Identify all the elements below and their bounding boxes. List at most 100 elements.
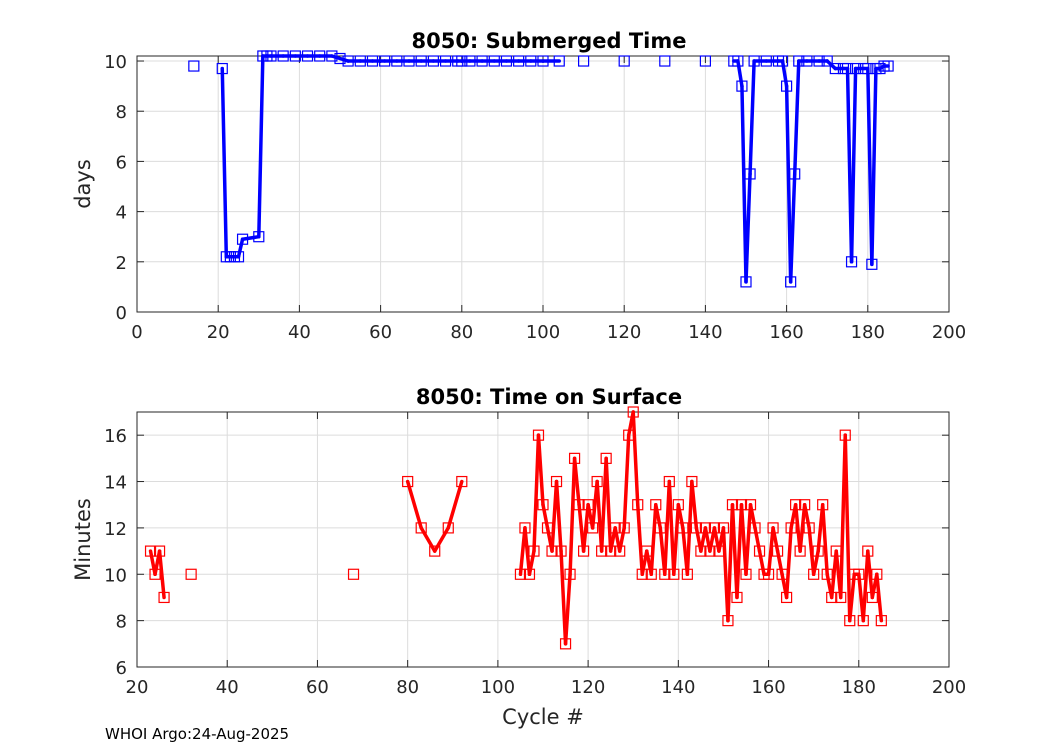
y-tick-label: 0 bbox=[116, 303, 127, 324]
y-tick-label: 2 bbox=[116, 253, 127, 274]
data-point-marker bbox=[149, 568, 161, 580]
data-point-marker bbox=[645, 568, 657, 580]
series-line-segment bbox=[667, 479, 676, 577]
data-point-marker bbox=[618, 55, 630, 67]
data-point-marker bbox=[500, 55, 513, 67]
data-point-marker bbox=[821, 568, 833, 580]
data-point-marker bbox=[537, 499, 549, 511]
data-point-marker bbox=[605, 545, 617, 557]
x-tick-label: 120 bbox=[571, 677, 605, 698]
y-tick-label: 4 bbox=[116, 203, 127, 224]
x-tick-label: 60 bbox=[306, 677, 329, 698]
series-line-segment bbox=[825, 59, 838, 71]
data-point-marker bbox=[609, 522, 621, 534]
series-line-segment bbox=[604, 456, 613, 553]
data-point-marker bbox=[681, 568, 693, 580]
data-point-marker bbox=[850, 62, 862, 75]
data-point-marker bbox=[354, 55, 366, 67]
data-point-marker bbox=[690, 522, 702, 534]
data-point-marker bbox=[525, 55, 537, 67]
data-point-marker bbox=[812, 545, 824, 557]
data-point-marker bbox=[366, 55, 379, 67]
series-line-segment bbox=[748, 502, 757, 530]
data-point-marker bbox=[813, 55, 825, 67]
data-point-marker bbox=[326, 50, 338, 62]
data-point-marker bbox=[347, 568, 360, 580]
data-point-marker bbox=[456, 55, 468, 67]
data-point-marker bbox=[568, 452, 581, 464]
series-line-segment bbox=[446, 479, 464, 530]
data-point-marker bbox=[871, 568, 883, 580]
data-point-marker bbox=[829, 62, 841, 75]
series-line-segment bbox=[740, 84, 748, 284]
data-point-marker bbox=[793, 55, 805, 67]
data-point-marker bbox=[188, 60, 200, 72]
x-tick-label: 120 bbox=[607, 322, 641, 343]
data-point-marker bbox=[514, 568, 527, 580]
series-line-segment bbox=[866, 549, 875, 600]
data-point-marker bbox=[713, 545, 725, 557]
data-point-marker bbox=[874, 62, 886, 75]
series-line-segment bbox=[654, 502, 663, 530]
data-point-marker bbox=[780, 591, 793, 604]
data-point-marker bbox=[731, 591, 743, 604]
data-point-marker bbox=[342, 55, 354, 67]
y-tick-label: 10 bbox=[104, 565, 127, 586]
y-axis-label: days bbox=[71, 159, 95, 209]
data-point-marker bbox=[334, 52, 346, 65]
x-tick-label: 200 bbox=[932, 677, 966, 698]
series-line-segment bbox=[536, 433, 545, 507]
data-point-marker bbox=[415, 522, 427, 534]
data-point-marker bbox=[735, 499, 748, 511]
data-point-marker bbox=[708, 522, 721, 534]
data-point-marker bbox=[760, 55, 772, 67]
series-line-segment bbox=[792, 59, 801, 176]
x-tick-label: 140 bbox=[661, 677, 695, 698]
series-line-segment bbox=[848, 572, 857, 623]
series-line-segment bbox=[771, 526, 780, 553]
data-point-marker bbox=[415, 55, 427, 67]
x-tick-label: 60 bbox=[369, 322, 392, 343]
data-point-marker bbox=[699, 55, 712, 67]
series-line-segment bbox=[419, 526, 437, 553]
data-point-marker bbox=[841, 62, 854, 75]
data-point-marker bbox=[402, 475, 414, 488]
data-point-marker bbox=[732, 55, 744, 67]
data-point-marker bbox=[614, 545, 626, 557]
series-line-segment bbox=[744, 172, 752, 284]
series-line-segment bbox=[672, 502, 681, 577]
data-point-marker bbox=[776, 55, 789, 67]
data-point-marker bbox=[882, 60, 894, 72]
x-tick-label: 200 bbox=[932, 322, 966, 343]
series-line-segment bbox=[798, 502, 807, 553]
y-tick-label: 6 bbox=[116, 152, 127, 173]
data-point-marker bbox=[785, 276, 797, 288]
data-point-marker bbox=[866, 258, 878, 270]
x-axis-label: Cycle # bbox=[502, 705, 584, 729]
data-point-marker bbox=[314, 50, 326, 62]
series-line-segment bbox=[685, 479, 694, 577]
data-point-marker bbox=[748, 55, 760, 67]
series-line-segment bbox=[735, 502, 744, 600]
data-point-marker bbox=[573, 499, 585, 511]
data-point-marker bbox=[265, 50, 277, 62]
data-point-marker bbox=[790, 499, 802, 511]
data-point-marker bbox=[600, 452, 612, 464]
chart-panel-2: 20 40 60 80 100 120 140 160 180 200 6 8 10 12 14 16 8050… bbox=[71, 385, 966, 729]
data-point-marker bbox=[740, 568, 752, 580]
data-point-marker bbox=[801, 55, 813, 67]
series-line-segment bbox=[649, 502, 658, 577]
data-point-marker bbox=[767, 522, 779, 534]
series-line-segment bbox=[432, 526, 451, 553]
data-point-marker bbox=[654, 522, 666, 534]
series-line-segment bbox=[676, 502, 685, 530]
x-tick-label: 160 bbox=[769, 322, 803, 343]
data-point-marker bbox=[439, 55, 452, 67]
data-point-marker bbox=[429, 545, 441, 557]
data-point-marker bbox=[780, 80, 793, 92]
series-line-segment bbox=[788, 172, 797, 284]
data-point-marker bbox=[762, 568, 775, 580]
series-line-segment bbox=[541, 502, 550, 530]
series-line-segment bbox=[753, 526, 762, 553]
series-line-segment bbox=[843, 433, 852, 623]
